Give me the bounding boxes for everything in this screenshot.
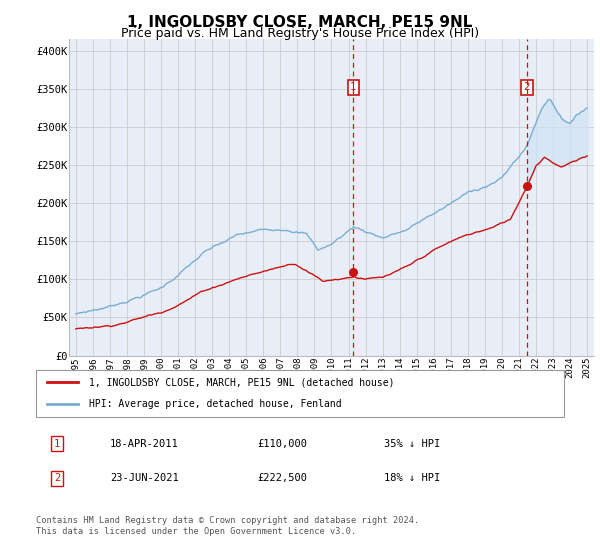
FancyBboxPatch shape: [36, 370, 564, 417]
Text: 2: 2: [54, 473, 60, 483]
Text: £110,000: £110,000: [258, 438, 308, 449]
Text: 18% ↓ HPI: 18% ↓ HPI: [385, 473, 441, 483]
Text: 1, INGOLDSBY CLOSE, MARCH, PE15 9NL: 1, INGOLDSBY CLOSE, MARCH, PE15 9NL: [127, 15, 473, 30]
Text: Contains HM Land Registry data © Crown copyright and database right 2024.
This d: Contains HM Land Registry data © Crown c…: [36, 516, 419, 536]
Text: 1, INGOLDSBY CLOSE, MARCH, PE15 9NL (detached house): 1, INGOLDSBY CLOSE, MARCH, PE15 9NL (det…: [89, 377, 394, 388]
Text: 23-JUN-2021: 23-JUN-2021: [110, 473, 179, 483]
Text: 2: 2: [524, 82, 530, 92]
Text: £222,500: £222,500: [258, 473, 308, 483]
Text: 35% ↓ HPI: 35% ↓ HPI: [385, 438, 441, 449]
Text: 1: 1: [350, 82, 357, 92]
Text: 1: 1: [54, 438, 60, 449]
Text: Price paid vs. HM Land Registry's House Price Index (HPI): Price paid vs. HM Land Registry's House …: [121, 27, 479, 40]
Text: HPI: Average price, detached house, Fenland: HPI: Average price, detached house, Fenl…: [89, 399, 341, 409]
Text: 18-APR-2011: 18-APR-2011: [110, 438, 179, 449]
